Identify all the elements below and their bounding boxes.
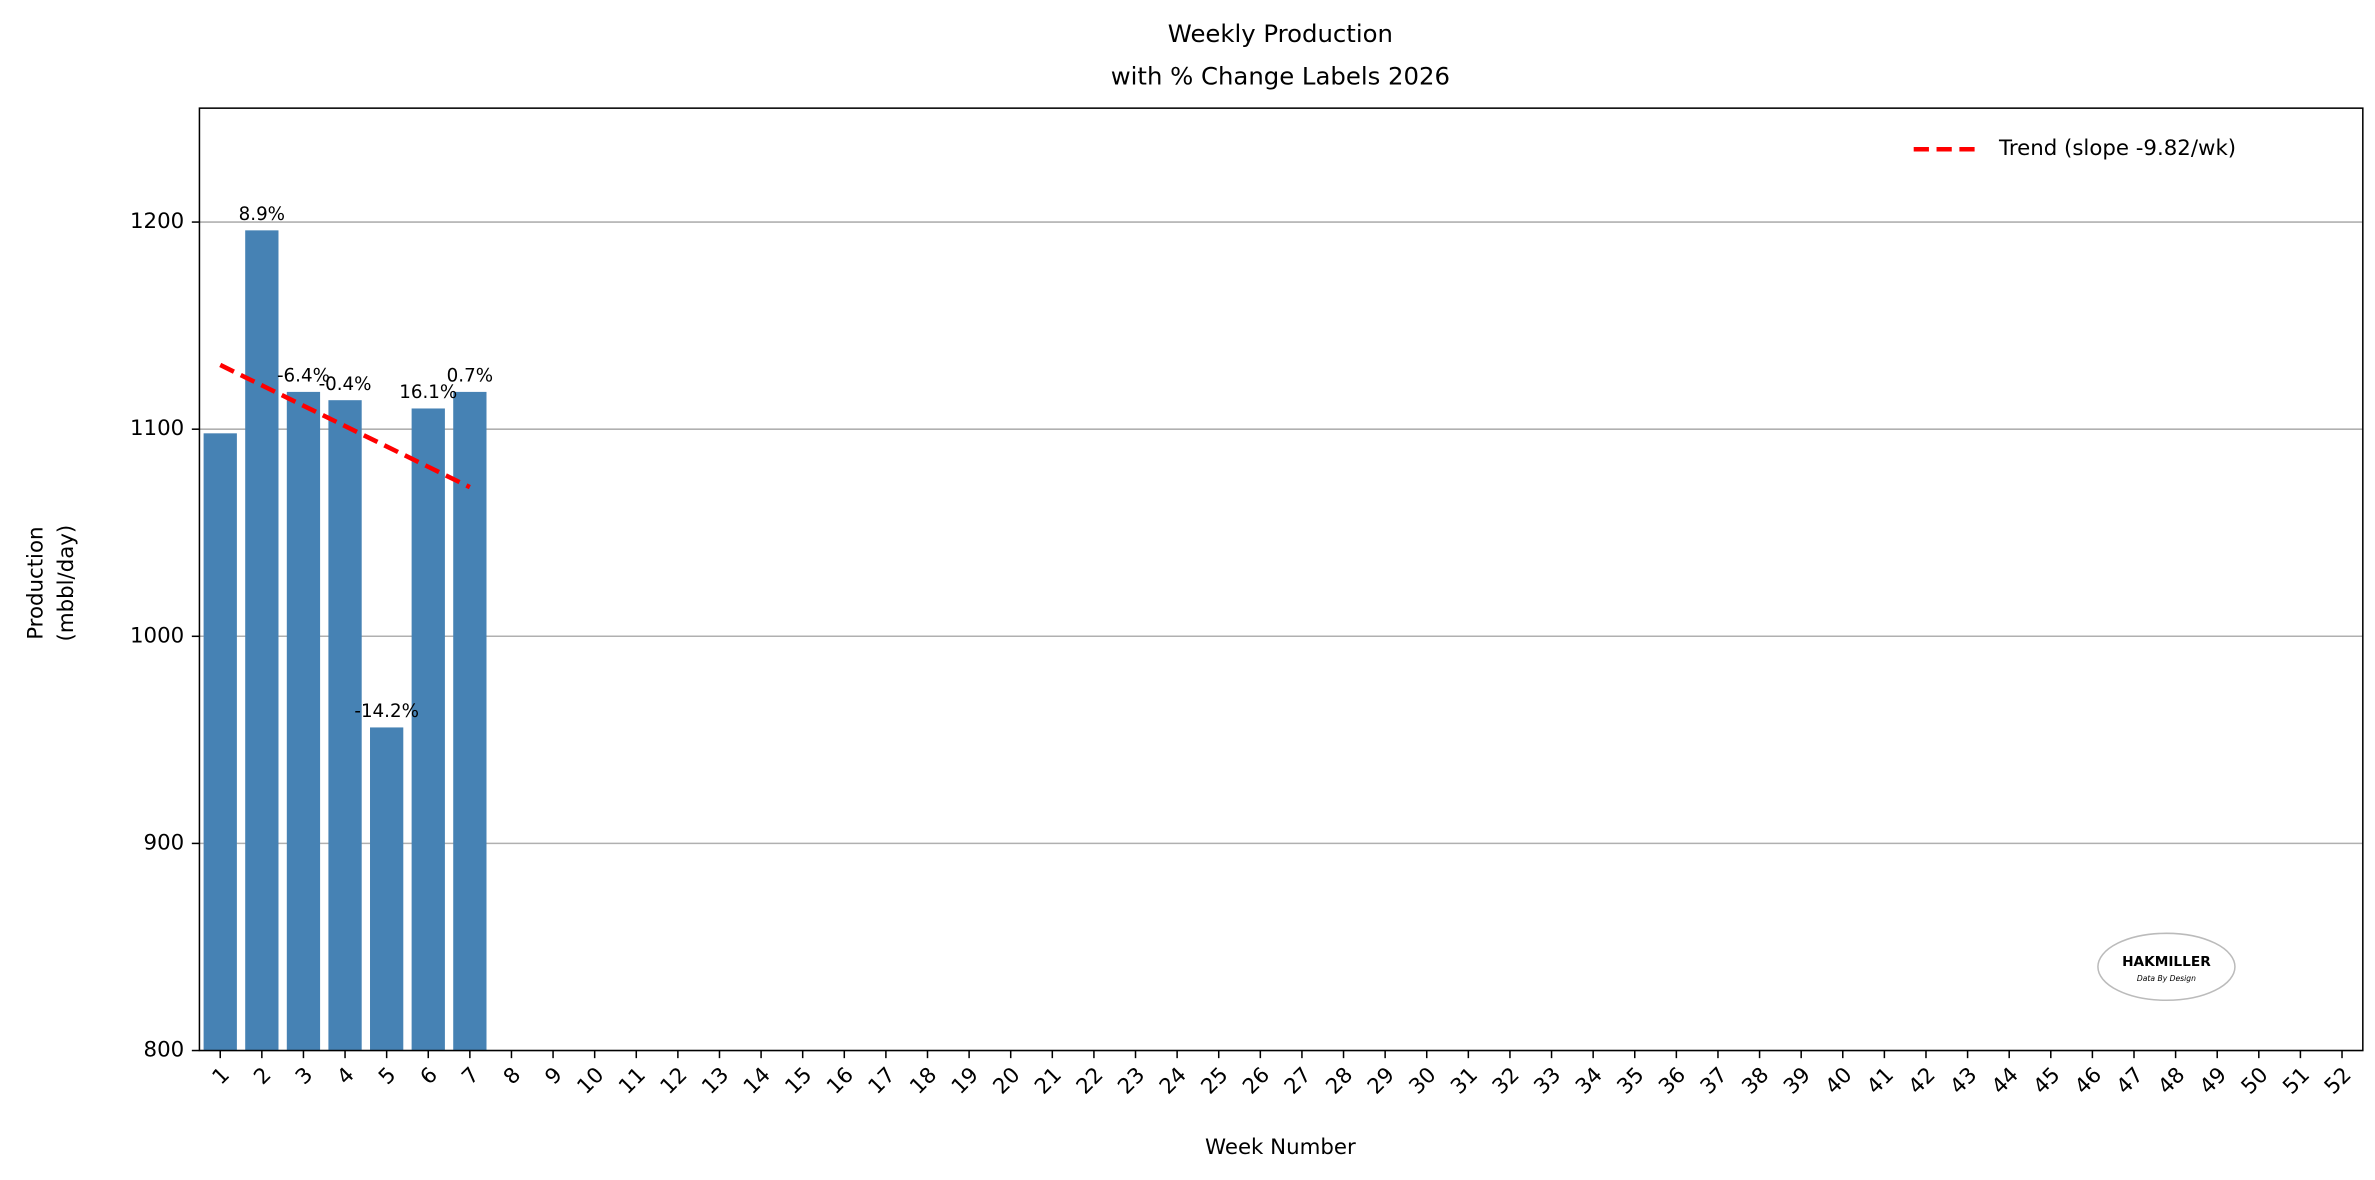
y-tick-label: 900 (144, 830, 185, 855)
x-tick-label: 21 (1030, 1063, 1067, 1100)
bar (203, 433, 237, 1051)
x-tick-label: 16 (822, 1063, 859, 1100)
x-tick-label: 48 (2153, 1063, 2190, 1100)
x-tick-label: 26 (1238, 1063, 1275, 1100)
x-tick-label: 47 (2112, 1063, 2149, 1100)
value-label: 0.7% (447, 366, 493, 387)
x-tick-label: 45 (2029, 1063, 2066, 1100)
bar (286, 391, 321, 1051)
x-tick-label: 12 (656, 1063, 693, 1100)
y-tick-label: 1100 (130, 416, 184, 441)
y-axis-label: Production (24, 526, 49, 639)
x-tick-label: 52 (2320, 1063, 2357, 1100)
x-tick-label: 15 (780, 1063, 817, 1100)
plot-frame (198, 107, 2364, 1052)
x-tick-label: 6 (416, 1063, 443, 1090)
x-tick-label: 13 (697, 1063, 734, 1100)
x-tick-label: 8 (499, 1063, 526, 1090)
legend-label: Trend (slope -9.82/wk) (1998, 136, 2236, 161)
x-tick-label: 43 (1945, 1063, 1982, 1100)
x-tick-label: 19 (947, 1063, 984, 1100)
x-tick-label: 7 (457, 1063, 484, 1090)
x-tick-label: 17 (864, 1063, 901, 1100)
bar (370, 727, 404, 1051)
chart-subtitle: with % Change Labels 2026 (1111, 62, 1450, 91)
bar (453, 391, 487, 1051)
watermark-name: HAKMILLER (2122, 954, 2211, 970)
x-tick-label: 49 (2195, 1063, 2232, 1100)
chart-title: Weekly Production (1168, 19, 1393, 48)
y-tick-label: 800 (144, 1038, 185, 1063)
value-label: 8.9% (239, 204, 285, 225)
x-tick-label: 44 (1987, 1063, 2024, 1100)
x-tick-label: 39 (1779, 1063, 1816, 1100)
x-tick-label: 4 (332, 1063, 359, 1090)
x-tick-label: 18 (905, 1063, 942, 1100)
x-tick-label: 42 (1904, 1063, 1941, 1100)
x-tick-label: 35 (1612, 1063, 1649, 1100)
x-tick-label: 28 (1321, 1063, 1358, 1100)
x-tick-label: 33 (1529, 1063, 1566, 1100)
y-tick-label: 1000 (130, 623, 184, 648)
x-tick-label: 32 (1488, 1063, 1525, 1100)
x-tick-label: 10 (572, 1063, 609, 1100)
x-tick-label: 23 (1113, 1063, 1150, 1100)
x-tick-label: 22 (1072, 1063, 1109, 1100)
x-tick-label: 29 (1363, 1063, 1400, 1100)
value-label: 16.1% (399, 382, 457, 403)
x-tick-label: 31 (1446, 1063, 1483, 1100)
watermark-badge (2097, 932, 2236, 1002)
trend-line (219, 362, 471, 490)
x-tick-label: 38 (1737, 1063, 1774, 1100)
x-tick-label: 51 (2278, 1063, 2315, 1100)
x-tick-label: 30 (1404, 1063, 1441, 1100)
watermark-tagline: Data By Design (2137, 974, 2196, 983)
x-tick-label: 37 (1696, 1063, 1733, 1100)
x-tick-label: 11 (614, 1063, 651, 1100)
x-tick-label: 2 (249, 1063, 276, 1090)
x-tick-label: 40 (1821, 1063, 1858, 1100)
x-tick-label: 25 (1196, 1063, 1233, 1100)
value-label: -6.4% (277, 366, 330, 387)
x-tick-label: 20 (988, 1063, 1025, 1100)
y-axis-label: (mbbl/day) (54, 525, 79, 642)
x-tick-label: 5 (374, 1063, 401, 1090)
x-tick-label: 1 (208, 1063, 235, 1090)
bar (245, 230, 279, 1051)
bar (328, 400, 362, 1051)
y-tick-label: 1200 (130, 209, 184, 234)
bar (411, 408, 445, 1051)
x-tick-label: 50 (2237, 1063, 2274, 1100)
x-tick-label: 24 (1155, 1063, 1192, 1100)
value-label: -14.2% (354, 701, 419, 722)
x-tick-label: 27 (1280, 1063, 1317, 1100)
x-tick-label: 41 (1862, 1063, 1899, 1100)
x-tick-label: 36 (1654, 1063, 1691, 1100)
x-tick-label: 3 (291, 1063, 318, 1090)
x-tick-label: 34 (1571, 1063, 1608, 1100)
x-axis-label: Week Number (1205, 1135, 1356, 1160)
value-label: -0.4% (319, 374, 372, 395)
x-tick-label: 9 (540, 1063, 567, 1090)
x-tick-label: 14 (739, 1063, 776, 1100)
x-tick-label: 46 (2070, 1063, 2107, 1100)
